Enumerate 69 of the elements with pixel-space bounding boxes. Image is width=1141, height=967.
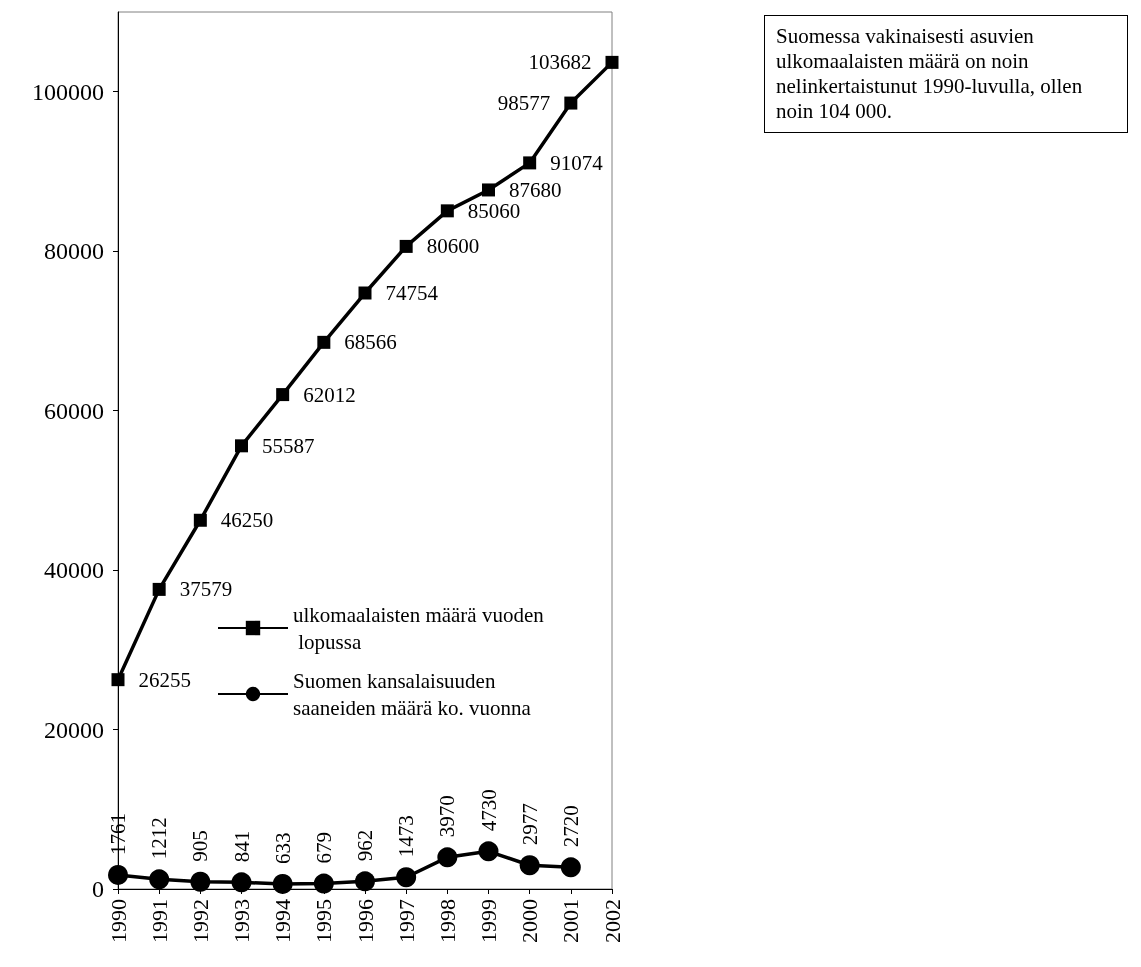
point xyxy=(317,335,331,349)
data-label: 37579 xyxy=(179,577,233,602)
point xyxy=(313,873,334,894)
point xyxy=(399,239,413,253)
data-label: 905 xyxy=(188,830,213,862)
x-tick-label: 1997 xyxy=(393,899,419,943)
point xyxy=(478,841,499,862)
x-tick-label: 1996 xyxy=(352,899,378,943)
x-tick-label: 1994 xyxy=(270,899,296,943)
data-label: 2720 xyxy=(558,805,583,848)
legend-label: Suomen kansalaisuuden saaneiden määrä ko. vuonna xyxy=(293,668,532,720)
y-tick-label: 40000 xyxy=(44,557,104,584)
data-label: 2977 xyxy=(517,803,542,846)
point xyxy=(149,869,170,890)
x-tick-label: 1991 xyxy=(146,899,172,943)
data-label: 1212 xyxy=(147,817,172,860)
point xyxy=(519,855,540,876)
text: Suomessa vakinaisesti asuvien ulkomaalaisten määrä on noin nelinkertaistunut 1990-luvulla, ollen noin 104 000. xyxy=(764,15,1128,133)
data-label: 68566 xyxy=(344,330,397,355)
data-label: 1473 xyxy=(394,815,419,858)
point xyxy=(560,857,581,878)
data-label: 4730 xyxy=(476,789,501,832)
point xyxy=(396,867,417,888)
point xyxy=(231,872,252,893)
x-tick-label: 1992 xyxy=(187,899,213,943)
data-label: 80600 xyxy=(426,234,480,259)
point xyxy=(605,55,619,69)
point xyxy=(358,286,372,300)
data-label: 841 xyxy=(229,830,254,863)
data-label: 633 xyxy=(270,832,295,864)
x-tick-label: 1990 xyxy=(105,899,131,943)
data-label: 26255 xyxy=(138,667,191,692)
point xyxy=(276,388,290,402)
x-tick-label: 1993 xyxy=(229,899,254,943)
x-tick-label: 1998 xyxy=(434,899,460,943)
y-tick-label: 0 xyxy=(92,876,104,902)
point xyxy=(355,871,375,892)
data-label: 62012 xyxy=(303,382,356,407)
point xyxy=(190,871,211,892)
data-label: 103682 xyxy=(528,50,592,75)
data-label: 55587 xyxy=(262,433,315,458)
y-tick-label: 60000 xyxy=(44,397,104,424)
point xyxy=(111,673,125,687)
data-label: 679 xyxy=(311,832,336,864)
data-label: 74754 xyxy=(385,281,439,306)
data-label: 91074 xyxy=(550,150,604,175)
legend-label: ulkomaalaisten määrä vuoden lopussa xyxy=(293,602,545,654)
point xyxy=(437,847,458,868)
data-label: 46250 xyxy=(220,508,274,533)
point xyxy=(482,183,495,197)
y-tick-label: 80000 xyxy=(44,238,104,265)
x-tick-label: 1995 xyxy=(311,899,337,943)
y-tick-label: 20000 xyxy=(44,716,104,743)
y-tick-label: 100000 xyxy=(32,78,104,105)
point xyxy=(235,439,248,453)
point xyxy=(152,582,166,596)
point xyxy=(440,204,454,218)
point xyxy=(523,156,537,170)
x-tick-label: 2002 xyxy=(599,899,625,943)
x-tick-label: 1999 xyxy=(476,899,501,943)
point xyxy=(272,873,293,894)
data-label: 98577 xyxy=(497,91,551,116)
data-label: 962 xyxy=(353,829,377,862)
point xyxy=(108,864,128,885)
x-tick-label: 2001 xyxy=(558,899,584,943)
point xyxy=(564,96,578,110)
x-tick-label: 2000 xyxy=(517,899,543,943)
data-label: 3970 xyxy=(435,795,460,838)
point xyxy=(193,513,207,527)
